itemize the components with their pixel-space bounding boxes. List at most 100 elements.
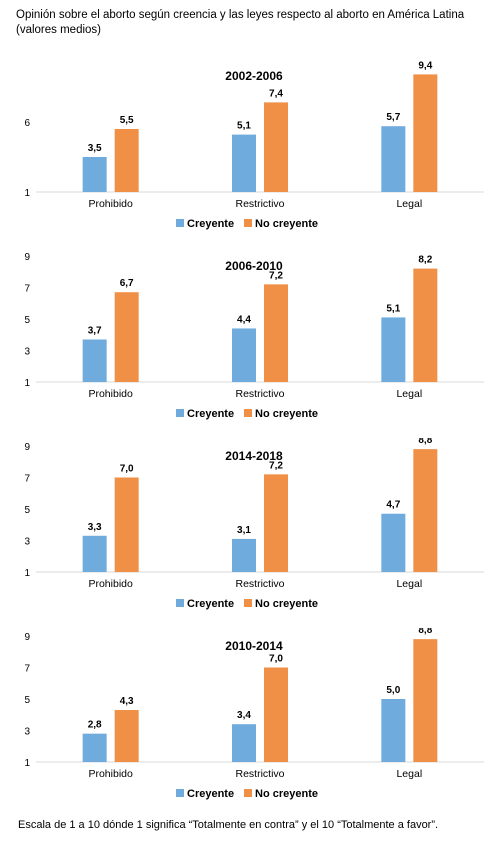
category-label-legal: Legal: [396, 198, 422, 210]
value-label-no-creyente-prohibido: 4,3: [120, 696, 134, 707]
legend-label-creyente: Creyente: [187, 788, 234, 800]
legend-label-no-creyente: No creyente: [255, 408, 318, 420]
y-tick-label-7: 7: [24, 664, 30, 675]
y-tick-label-3: 3: [24, 347, 30, 358]
category-label-restrictivo: Restrictivo: [235, 578, 284, 590]
value-label-creyente-legal: 4,7: [386, 500, 400, 511]
bar-no-creyente-prohibido: [114, 129, 139, 192]
figure-title-line-2: (valores medios): [16, 24, 101, 36]
bar-creyente-prohibido: [82, 339, 107, 382]
bar-no-creyente-prohibido: [114, 477, 139, 572]
value-label-creyente-legal: 5,1: [386, 303, 400, 314]
y-tick-label-7: 7: [24, 474, 30, 485]
value-label-no-creyente-legal: 8,8: [418, 438, 432, 446]
bar-no-creyente-restrictivo: [264, 284, 288, 382]
category-label-legal: Legal: [396, 768, 422, 780]
legend-label-no-creyente: No creyente: [255, 598, 318, 610]
y-tick-label-1: 1: [24, 378, 30, 389]
chart-svg: 2002-2006 1 6 3,5 5,5 Prohibido 5,1 7,4 Restrict…: [24, 60, 484, 230]
bar-creyente-legal: [381, 699, 406, 762]
category-label-prohibido: Prohibido: [88, 768, 133, 780]
y-tick-label-7: 7: [24, 284, 30, 295]
legend-swatch-creyente: [176, 599, 184, 607]
legend-swatch-creyente: [176, 409, 184, 417]
bar-no-creyente-restrictivo: [264, 102, 288, 192]
bar-no-creyente-prohibido: [114, 710, 139, 762]
value-label-creyente-restrictivo: 3,4: [237, 710, 251, 721]
category-label-prohibido: Prohibido: [88, 578, 133, 590]
value-label-creyente-restrictivo: 5,1: [237, 121, 251, 132]
y-tick-label-6: 6: [24, 118, 30, 129]
value-label-creyente-legal: 5,7: [386, 112, 400, 123]
bar-creyente-restrictivo: [232, 724, 256, 762]
bar-creyente-prohibido: [82, 733, 107, 762]
value-label-creyente-prohibido: 3,7: [88, 325, 102, 336]
category-label-legal: Legal: [396, 578, 422, 590]
chart-2014-2018: 2014-2018 1 3 5 7 9 3,3 7,0 Prohibido 3,1 7,2 Restr…: [14, 438, 494, 618]
value-label-no-creyente-legal: 8,2: [418, 255, 432, 266]
y-tick-label-1: 1: [24, 188, 30, 199]
bar-no-creyente-legal: [413, 74, 438, 192]
legend-swatch-creyente: [176, 219, 184, 227]
y-tick-label-5: 5: [24, 695, 30, 706]
bar-creyente-legal: [381, 317, 406, 382]
chart-2002-2006: 2002-2006 1 6 3,5 5,5 Prohibido 5,1 7,4 Restrict…: [14, 58, 494, 238]
chart-title: 2006-2010: [225, 259, 283, 273]
value-label-creyente-restrictivo: 3,1: [237, 525, 251, 536]
value-label-no-creyente-restrictivo: 7,2: [269, 460, 283, 471]
chart-svg: 2014-2018 1 3 5 7 9 3,3 7,0 Prohibido 3,1 7,2 Restr…: [24, 438, 484, 610]
legend-swatch-no-creyente: [244, 409, 252, 417]
figure-title: Opinión sobre el aborto según creencia y…: [16, 8, 496, 38]
category-label-prohibido: Prohibido: [88, 198, 133, 210]
bar-creyente-restrictivo: [232, 134, 256, 192]
y-tick-label-9: 9: [24, 252, 30, 263]
y-tick-label-3: 3: [24, 727, 30, 738]
chart-svg: 2006-2010 1 3 5 7 9 3,7 6,7 Prohibido 4,4 7,2 Restr…: [24, 252, 484, 420]
value-label-creyente-prohibido: 3,3: [88, 522, 102, 533]
value-label-no-creyente-legal: 8,8: [418, 628, 432, 636]
bar-no-creyente-legal: [413, 449, 438, 572]
value-label-no-creyente-prohibido: 7,0: [120, 464, 134, 475]
chart-2010-2014: 2010-2014 1 3 5 7 9 2,8 4,3 Prohibido 3,4 7,0 Restr…: [14, 628, 494, 808]
figure-title-line-1: Opinión sobre el aborto según creencia y…: [16, 9, 465, 21]
category-label-legal: Legal: [396, 388, 422, 400]
bar-no-creyente-legal: [413, 639, 438, 762]
bar-creyente-legal: [381, 513, 406, 572]
bar-creyente-restrictivo: [232, 328, 256, 382]
y-tick-label-5: 5: [24, 315, 30, 326]
legend-swatch-no-creyente: [244, 599, 252, 607]
bar-no-creyente-prohibido: [114, 292, 139, 382]
legend-swatch-no-creyente: [244, 219, 252, 227]
chart-title: 2002-2006: [225, 69, 283, 83]
legend-swatch-creyente: [176, 789, 184, 797]
bar-no-creyente-restrictivo: [264, 667, 288, 762]
value-label-no-creyente-prohibido: 5,5: [120, 115, 134, 126]
bar-creyente-restrictivo: [232, 538, 256, 572]
value-label-creyente-legal: 5,0: [386, 685, 400, 696]
legend-swatch-no-creyente: [244, 789, 252, 797]
y-tick-label-3: 3: [24, 537, 30, 548]
value-label-no-creyente-legal: 9,4: [418, 60, 432, 71]
footnote: Escala de 1 a 10 dónde 1 significa “Tota…: [18, 819, 439, 831]
value-label-creyente-prohibido: 2,8: [88, 720, 102, 731]
category-label-prohibido: Prohibido: [88, 388, 133, 400]
bar-no-creyente-legal: [413, 268, 438, 382]
chart-svg: 2010-2014 1 3 5 7 9 2,8 4,3 Prohibido 3,4 7,0 Restr…: [24, 628, 484, 800]
value-label-creyente-restrictivo: 4,4: [237, 314, 251, 325]
y-tick-label-5: 5: [24, 505, 30, 516]
legend-label-creyente: Creyente: [187, 598, 234, 610]
category-label-restrictivo: Restrictivo: [235, 198, 284, 210]
chart-title: 2010-2014: [225, 639, 283, 653]
y-tick-label-9: 9: [24, 632, 30, 643]
value-label-no-creyente-restrictivo: 7,4: [269, 88, 283, 99]
y-tick-label-1: 1: [24, 758, 30, 769]
legend-label-no-creyente: No creyente: [255, 788, 318, 800]
legend-label-creyente: Creyente: [187, 218, 234, 230]
y-tick-label-1: 1: [24, 568, 30, 579]
category-label-restrictivo: Restrictivo: [235, 768, 284, 780]
y-tick-label-9: 9: [24, 442, 30, 453]
bar-creyente-prohibido: [82, 535, 107, 572]
bar-no-creyente-restrictivo: [264, 474, 288, 572]
value-label-no-creyente-restrictivo: 7,2: [269, 270, 283, 281]
category-label-restrictivo: Restrictivo: [235, 388, 284, 400]
